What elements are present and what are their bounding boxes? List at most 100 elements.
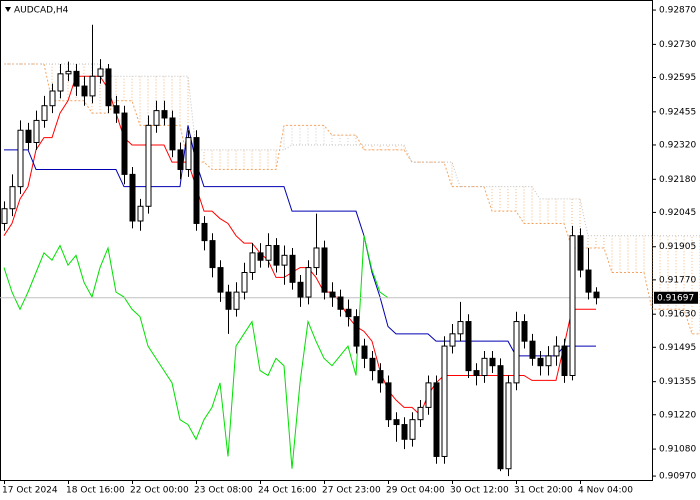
- candle-body: [209, 240, 216, 269]
- candle-body: [385, 382, 392, 421]
- candle-body: [561, 345, 568, 377]
- x-tick-label: 31 Oct 20:00: [514, 486, 573, 496]
- senkou-span-b: [4, 63, 700, 237]
- candle-body: [449, 333, 456, 347]
- candle-body: [105, 68, 112, 107]
- last-price-label: 0.91697: [657, 293, 694, 303]
- x-tick-label: 30 Oct 12:00: [450, 486, 509, 496]
- candle-body: [153, 110, 160, 126]
- candle-body: [393, 419, 400, 426]
- candle-body: [257, 252, 264, 261]
- candle-body: [585, 269, 592, 293]
- y-tick-label: 0.92180: [659, 175, 696, 185]
- candle-body: [33, 119, 40, 144]
- candle-body: [41, 105, 48, 121]
- last-price-box: [654, 291, 698, 304]
- candle-body: [121, 112, 128, 175]
- candle-body: [593, 291, 600, 299]
- candle-body: [81, 85, 88, 97]
- candle-body: [129, 173, 136, 222]
- candle-body: [529, 340, 536, 359]
- y-tick-label: 0.91770: [659, 275, 696, 285]
- candle-body: [25, 129, 32, 144]
- candle-body: [337, 296, 344, 310]
- candle-body: [137, 205, 144, 222]
- candle-body: [297, 281, 304, 298]
- candle-body: [345, 308, 352, 318]
- candle-body: [193, 137, 200, 224]
- senkou-span-a: [4, 63, 700, 335]
- candle-body: [65, 70, 72, 75]
- candle-body: [569, 235, 576, 377]
- candle-body: [113, 105, 120, 114]
- candle-body: [457, 321, 464, 335]
- y-tick-label: 0.91355: [659, 377, 696, 387]
- candle-body: [433, 382, 440, 457]
- candle-body: [473, 370, 480, 377]
- candle-body: [489, 357, 496, 367]
- candle-body: [289, 254, 296, 283]
- candle-body: [553, 345, 560, 357]
- candle-body: [329, 291, 336, 298]
- symbol-menu-icon[interactable]: [5, 7, 11, 12]
- candle-body: [537, 357, 544, 367]
- candle-body: [313, 247, 320, 269]
- candle-body: [377, 370, 384, 384]
- candles-layer: [1, 24, 600, 477]
- candle-body: [265, 245, 272, 261]
- y-tick-label: 0.92870: [659, 6, 696, 16]
- y-tick-label: 0.91220: [659, 410, 696, 420]
- candle-body: [217, 267, 224, 293]
- candle-body: [305, 267, 312, 298]
- axis-layer: 0.92870 0.92730 0.92595 0.92455 0.92320 0.921…: [2, 6, 698, 496]
- candle-body: [89, 75, 96, 97]
- candle-body: [73, 70, 80, 87]
- candle-body: [249, 252, 256, 273]
- indicator-line: [3, 235, 389, 469]
- candle-body: [505, 382, 512, 470]
- x-tick-label: 4 Nov 04:00: [578, 486, 633, 496]
- candle-body: [145, 124, 152, 207]
- x-tick-label: 22 Oct 00:00: [130, 486, 189, 496]
- y-tick-label: 0.92730: [659, 40, 696, 50]
- candle-body: [545, 355, 552, 367]
- candle-body: [521, 321, 528, 342]
- y-tick-label: 0.91080: [659, 445, 696, 455]
- candle-body: [409, 419, 416, 440]
- x-tick-label: 17 Oct 2024: [2, 486, 58, 496]
- candle-body: [497, 365, 504, 470]
- candle-body: [177, 149, 184, 170]
- y-tick-label: 0.92045: [659, 208, 696, 218]
- x-tick-label: 27 Oct 23:00: [322, 486, 381, 496]
- candle-body: [281, 254, 288, 266]
- y-tick-label: 0.91495: [659, 343, 696, 353]
- indicator-line: [4, 125, 596, 357]
- y-tick-label: 0.92320: [659, 140, 696, 150]
- candle-body: [9, 186, 16, 210]
- y-tick-label: 0.92595: [659, 73, 696, 83]
- candle-body: [361, 345, 368, 359]
- candle-body: [401, 424, 408, 440]
- candle-body: [481, 357, 488, 377]
- candle-body: [441, 345, 448, 457]
- candle-body: [465, 321, 472, 372]
- candle-body: [353, 316, 360, 347]
- candle-body: [577, 235, 584, 271]
- candle-body: [49, 90, 56, 107]
- candle-body: [225, 291, 232, 310]
- candle-body: [1, 208, 8, 224]
- cloud-layer: [4, 63, 700, 335]
- candle-body: [369, 357, 376, 372]
- candle-body: [321, 247, 328, 293]
- indicator-line: [3, 75, 596, 416]
- y-tick-label: 0.92455: [659, 107, 696, 117]
- lines-layer: [3, 75, 596, 469]
- x-tick-label: 24 Oct 16:00: [258, 486, 317, 496]
- candle-body: [185, 137, 192, 170]
- x-tick-label: 18 Oct 16:00: [66, 486, 125, 496]
- candle-body: [241, 271, 248, 293]
- candle-body: [273, 245, 280, 266]
- candle-body: [233, 291, 240, 310]
